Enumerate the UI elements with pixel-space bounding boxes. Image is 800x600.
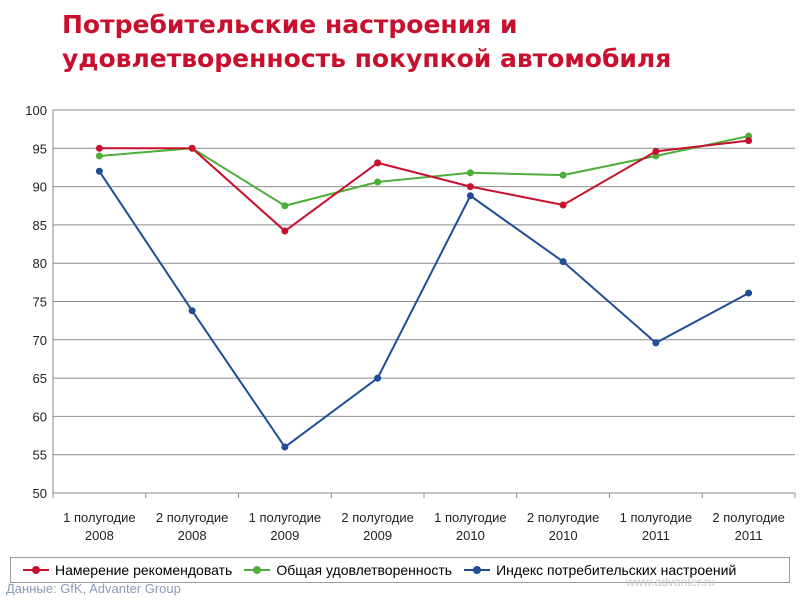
x-tick-label-5-line2: 2010 xyxy=(549,528,578,543)
legend-label-recommend: Намерение рекомендовать xyxy=(55,562,233,578)
series-2-point-2 xyxy=(281,443,289,451)
legend-swatch-satisfaction xyxy=(244,565,271,575)
x-tick-label-2-line1: 1 полугодие xyxy=(249,510,321,525)
x-tick-label-1-line1: 2 полугодие xyxy=(156,510,228,525)
series-2-point-5 xyxy=(559,258,567,266)
series-0-point-0 xyxy=(95,144,103,152)
y-tick-label-95: 95 xyxy=(33,141,47,156)
y-tick-label-90: 90 xyxy=(33,180,47,195)
y-tick-label-65: 65 xyxy=(33,371,47,386)
x-tick-label-7-line2: 2011 xyxy=(735,528,763,543)
y-tick-label-70: 70 xyxy=(33,333,47,348)
series-line-1 xyxy=(99,135,749,207)
chart-legend: Намерение рекомендовать Общая удовлетвор… xyxy=(10,557,790,583)
chart-title: Потребительские настроения и удовлетворе… xyxy=(62,8,782,76)
legend-item-consumer-index: Индекс потребительских настроений xyxy=(464,562,736,578)
series-0-point-1 xyxy=(188,144,196,152)
y-tick-label-50: 50 xyxy=(33,486,47,501)
series-1-point-2 xyxy=(281,202,289,210)
y-tick-label-75: 75 xyxy=(33,295,47,310)
x-tick-label-4-line2: 2010 xyxy=(456,528,485,543)
x-tick-label-6-line2: 2011 xyxy=(642,528,670,543)
series-2-point-3 xyxy=(374,374,382,382)
chart-title-line-2: удовлетворенность покупкой автомобиля xyxy=(62,44,672,73)
series-0-point-2 xyxy=(281,227,289,235)
legend-label-satisfaction: Общая удовлетворенность xyxy=(276,562,453,578)
series-2-point-7 xyxy=(745,289,753,297)
series-0-point-5 xyxy=(559,201,567,209)
series-2-point-1 xyxy=(188,307,196,315)
y-tick-label-60: 60 xyxy=(33,409,47,424)
series-0-point-6 xyxy=(652,147,660,155)
legend-item-satisfaction: Общая удовлетворенность xyxy=(244,562,452,578)
legend-swatch-consumer-index xyxy=(464,565,491,575)
x-tick-label-6-line1: 1 полугодие xyxy=(620,510,692,525)
y-tick-label-85: 85 xyxy=(33,218,47,233)
series-1-point-3 xyxy=(374,178,382,186)
legend-label-consumer-index: Индекс потребительских настроений xyxy=(496,562,737,578)
x-tick-label-7-line1: 2 полугодие xyxy=(712,510,784,525)
series-0-point-3 xyxy=(374,159,382,167)
y-tick-label-55: 55 xyxy=(33,448,47,463)
x-tick-label-3-line2: 2009 xyxy=(363,528,392,543)
series-2-point-0 xyxy=(95,167,103,175)
y-tick-label-100: 100 xyxy=(25,103,47,118)
x-tick-label-2-line2: 2009 xyxy=(270,528,299,543)
series-line-2 xyxy=(98,170,750,449)
series-0-point-7 xyxy=(745,137,753,145)
series-1-point-4 xyxy=(466,169,474,177)
legend-swatch-recommend xyxy=(23,565,49,575)
x-tick-label-1-line2: 2008 xyxy=(178,528,207,543)
chart-title-line-1: Потребительские настроения и xyxy=(62,10,518,39)
series-0-point-4 xyxy=(466,183,474,191)
source-note: Данные: GfK, Advanter Group xyxy=(6,581,181,596)
x-tick-label-0-line2: 2008 xyxy=(85,528,114,543)
x-tick-label-4-line1: 1 полугодие xyxy=(434,510,506,525)
series-1-point-0 xyxy=(95,152,103,160)
series-line-0 xyxy=(99,139,749,233)
legend-item-recommend: Намерение рекомендовать xyxy=(23,562,232,578)
y-tick-label-80: 80 xyxy=(33,256,47,271)
series-2-point-4 xyxy=(466,192,474,200)
watermark: www.advanter.ru xyxy=(626,575,715,589)
x-tick-label-0-line1: 1 полугодие xyxy=(63,510,135,525)
x-tick-label-5-line1: 2 полугодие xyxy=(527,510,599,525)
series-2-point-6 xyxy=(652,339,660,347)
x-tick-label-3-line1: 2 полугодие xyxy=(341,510,413,525)
series-1-point-5 xyxy=(559,171,567,179)
